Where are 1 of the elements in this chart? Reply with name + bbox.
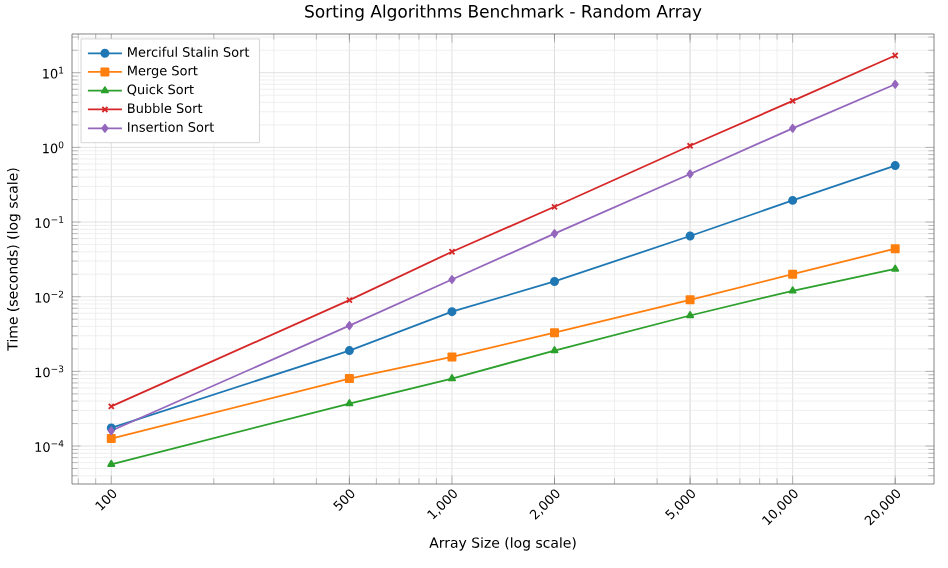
chart-title: Sorting Algorithms Benchmark - Random Array xyxy=(305,4,702,21)
